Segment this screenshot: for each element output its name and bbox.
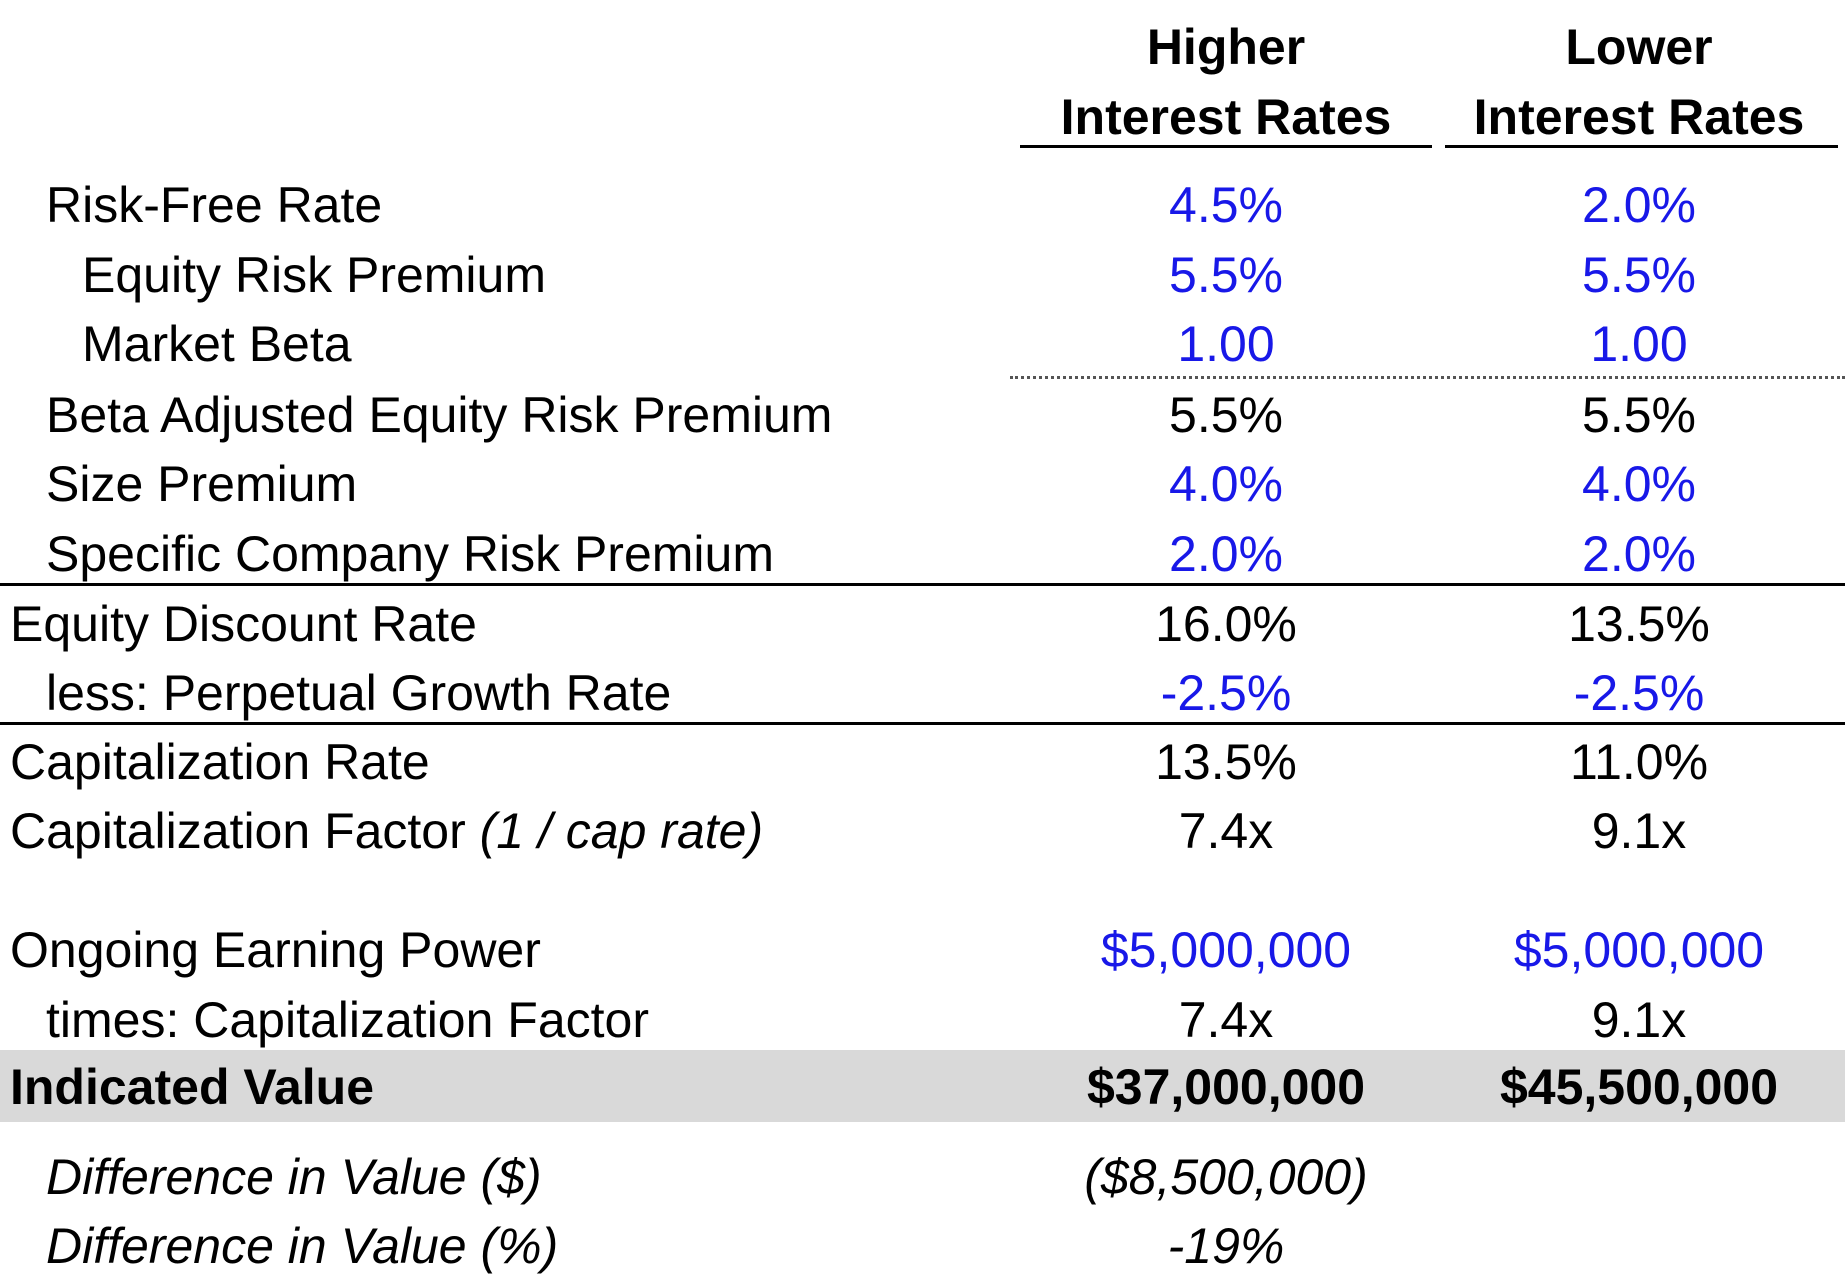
- row-label: Equity Risk Premium: [82, 247, 546, 303]
- row-difference-dollar: Difference in Value ($) ($8,500,000): [0, 1142, 1845, 1212]
- row-beta-adjusted-erp: Beta Adjusted Equity Risk Premium 5.5% 5…: [0, 380, 1845, 450]
- row-equity-risk-premium: Equity Risk Premium 5.5% 5.5%: [0, 240, 1845, 310]
- total-rule: [0, 583, 1845, 586]
- row-label: Difference in Value (%): [46, 1218, 559, 1274]
- row-label: Capitalization Factor (1 / cap rate): [10, 796, 763, 866]
- row-difference-percent: Difference in Value (%) -19%: [0, 1211, 1845, 1281]
- row-label: Specific Company Risk Premium: [46, 526, 774, 582]
- value-lower[interactable]: 2.0%: [1582, 177, 1696, 233]
- row-label: less: Perpetual Growth Rate: [46, 665, 672, 721]
- value-lower[interactable]: 4.0%: [1582, 456, 1696, 512]
- value-higher[interactable]: 4.0%: [1169, 456, 1283, 512]
- header-line: Interest Rates: [1060, 89, 1392, 145]
- header-line: Higher: [1146, 19, 1306, 75]
- value-lower[interactable]: -2.5%: [1573, 665, 1705, 721]
- value-higher[interactable]: -2.5%: [1160, 665, 1292, 721]
- value-lower: 9.1x: [1591, 992, 1687, 1048]
- value-higher: 16.0%: [1155, 596, 1297, 652]
- value-higher[interactable]: 5.5%: [1169, 247, 1283, 303]
- value-higher: -19%: [1167, 1218, 1285, 1274]
- row-size-premium: Size Premium 4.0% 4.0%: [0, 449, 1845, 519]
- value-higher: 13.5%: [1155, 734, 1297, 790]
- column-header-higher: Higher Interest Rates: [1020, 12, 1432, 152]
- value-higher: 7.4x: [1178, 803, 1274, 859]
- row-capitalization-rate: Capitalization Rate 13.5% 11.0%: [0, 727, 1845, 797]
- total-rule: [0, 722, 1845, 725]
- row-label: Ongoing Earning Power: [10, 922, 541, 978]
- row-perpetual-growth-rate: less: Perpetual Growth Rate -2.5% -2.5%: [0, 658, 1845, 728]
- header-line: Lower: [1565, 19, 1713, 75]
- label-note: (1 / cap rate): [479, 803, 764, 859]
- column-header-lower: Lower Interest Rates: [1440, 12, 1838, 152]
- value-lower: 9.1x: [1591, 803, 1687, 859]
- row-label: Indicated Value: [10, 1059, 375, 1115]
- value-higher: ($8,500,000): [1084, 1149, 1368, 1205]
- value-higher[interactable]: 1.00: [1177, 316, 1275, 372]
- value-lower[interactable]: 1.00: [1590, 316, 1688, 372]
- value-higher: $37,000,000: [1086, 1059, 1366, 1115]
- row-capitalization-factor: Capitalization Factor (1 / cap rate) 7.4…: [0, 796, 1845, 866]
- value-higher: 7.4x: [1178, 992, 1274, 1048]
- header-underline: [1445, 145, 1838, 148]
- row-risk-free-rate: Risk-Free Rate 4.5% 2.0%: [0, 170, 1845, 240]
- value-lower[interactable]: 2.0%: [1582, 526, 1696, 582]
- header-underline: [1020, 145, 1432, 148]
- row-label: Market Beta: [82, 316, 352, 372]
- value-lower[interactable]: 5.5%: [1582, 247, 1696, 303]
- value-higher: 5.5%: [1169, 387, 1283, 443]
- row-ongoing-earning-power: Ongoing Earning Power $5,000,000 $5,000,…: [0, 915, 1845, 985]
- value-lower: 13.5%: [1568, 596, 1710, 652]
- row-label: Beta Adjusted Equity Risk Premium: [46, 387, 833, 443]
- dotted-separator: [1010, 376, 1845, 379]
- header-line: Interest Rates: [1473, 89, 1805, 145]
- row-label: Capitalization Rate: [10, 734, 430, 790]
- row-market-beta: Market Beta 1.00 1.00: [0, 309, 1845, 379]
- value-lower: $45,500,000: [1499, 1059, 1779, 1115]
- value-lower: 11.0%: [1569, 734, 1709, 790]
- row-equity-discount-rate: Equity Discount Rate 16.0% 13.5%: [0, 589, 1845, 659]
- row-label: Risk-Free Rate: [46, 177, 383, 233]
- row-label: Equity Discount Rate: [10, 596, 477, 652]
- row-indicated-value: Indicated Value $37,000,000 $45,500,000: [0, 1052, 1845, 1122]
- row-times-cap-factor: times: Capitalization Factor 7.4x 9.1x: [0, 985, 1845, 1055]
- value-higher[interactable]: $5,000,000: [1100, 922, 1352, 978]
- value-lower[interactable]: $5,000,000: [1513, 922, 1765, 978]
- label-text: Capitalization Factor: [10, 803, 480, 859]
- value-higher[interactable]: 2.0%: [1169, 526, 1283, 582]
- row-label: Size Premium: [46, 456, 358, 512]
- row-label: Difference in Value ($): [46, 1149, 542, 1205]
- value-lower: 5.5%: [1582, 387, 1696, 443]
- row-label: times: Capitalization Factor: [46, 992, 650, 1048]
- value-higher[interactable]: 4.5%: [1169, 177, 1283, 233]
- indicated-value-band: [0, 1050, 1845, 1122]
- row-specific-company-risk: Specific Company Risk Premium 2.0% 2.0%: [0, 519, 1845, 589]
